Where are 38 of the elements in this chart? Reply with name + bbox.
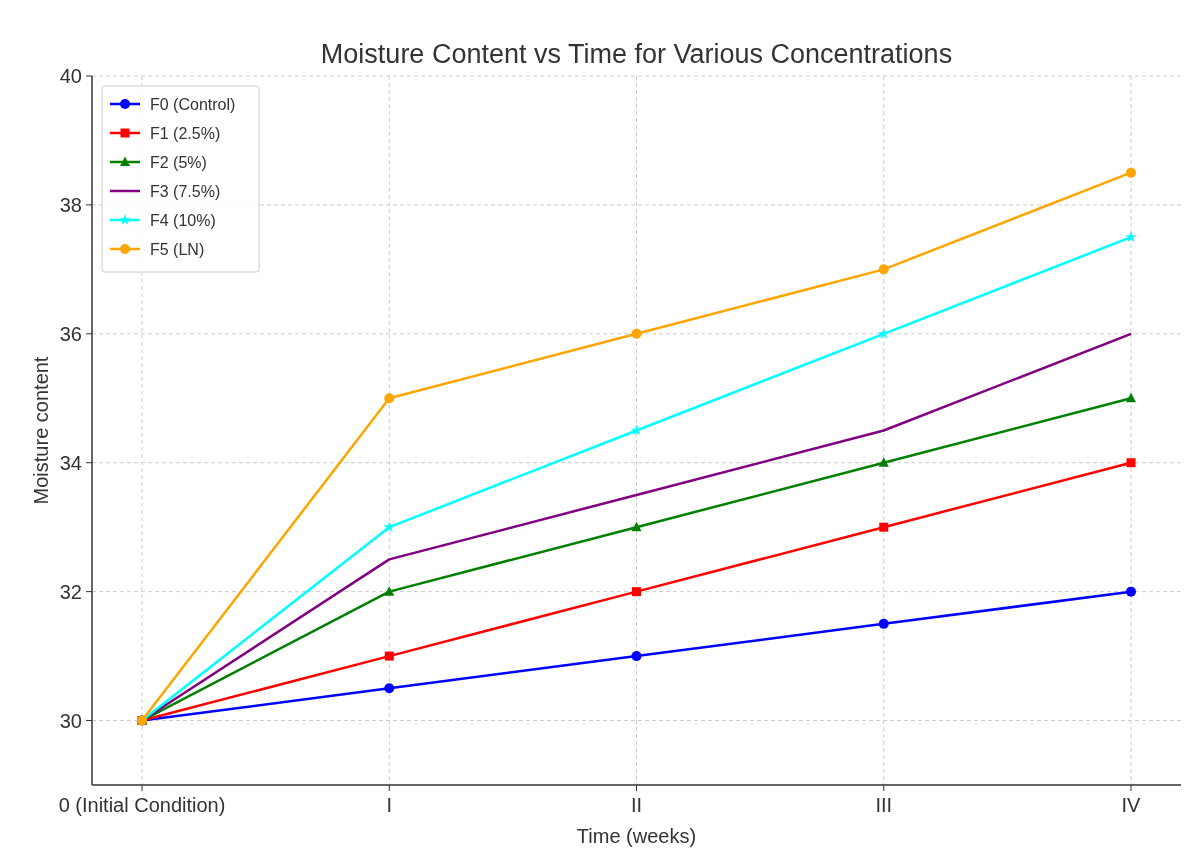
y-tick-label: 30 xyxy=(59,709,82,732)
y-axis-title: Moisture content xyxy=(30,356,52,505)
point xyxy=(1126,458,1136,468)
y-tick-label: 36 xyxy=(59,322,82,345)
point xyxy=(1126,167,1136,178)
y-tick-label: 38 xyxy=(59,193,82,216)
point xyxy=(1125,231,1137,242)
point xyxy=(1126,586,1136,597)
point xyxy=(384,586,395,596)
legend-label: F3 (7.5%) xyxy=(150,182,221,200)
point xyxy=(384,651,394,661)
point xyxy=(1126,392,1136,403)
legend-label: F1 (2.5%) xyxy=(150,124,221,142)
x-axis-title: Time (weeks) xyxy=(576,825,697,847)
y-tick-label: 34 xyxy=(59,451,82,474)
x-tick-label: 0 (Initial Condition) xyxy=(58,794,226,816)
x-tick-label: III xyxy=(875,794,893,816)
x-tick-label: I xyxy=(386,794,393,816)
point xyxy=(878,264,889,275)
legend-label: F2 (5%) xyxy=(150,153,207,171)
y-tick-label: 32 xyxy=(59,580,82,603)
point xyxy=(631,521,642,532)
point xyxy=(384,683,395,694)
point xyxy=(384,393,395,404)
point xyxy=(631,328,642,339)
legend-label: F4 (10%) xyxy=(150,211,216,229)
point xyxy=(383,521,395,533)
point xyxy=(632,587,641,597)
point xyxy=(631,651,642,662)
x-tick-label: II xyxy=(630,794,643,816)
point xyxy=(878,618,889,629)
chart-title: Moisture Content vs Time for Various Concentrations xyxy=(320,39,953,69)
point xyxy=(878,457,889,467)
legend-label: F0 (Control) xyxy=(150,95,236,113)
point xyxy=(879,522,889,532)
y-tick-label: 40 xyxy=(59,65,82,87)
x-tick-label: IV xyxy=(1121,794,1142,816)
legend-label: F5 (LN) xyxy=(150,240,205,258)
